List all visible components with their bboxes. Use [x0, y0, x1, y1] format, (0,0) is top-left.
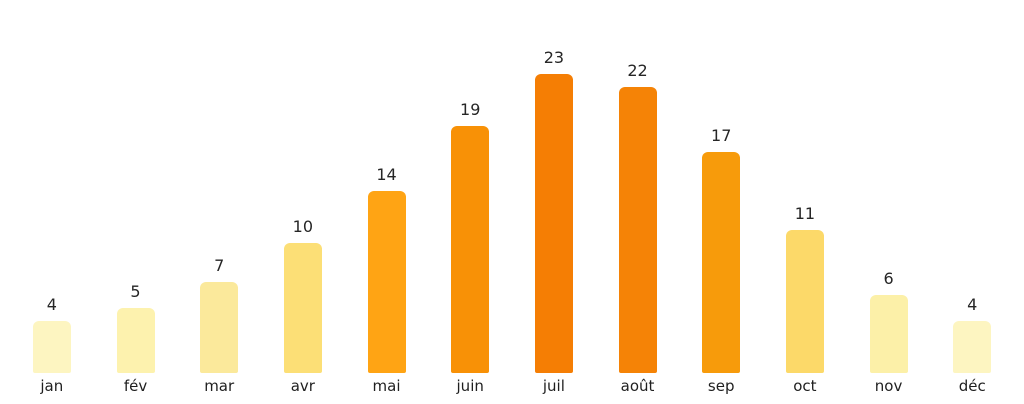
- value-label-nov: 6: [883, 269, 894, 288]
- column-mai: 14 mai: [345, 0, 429, 404]
- column-dec: 4 déc: [930, 0, 1014, 404]
- x-tick-label-fev: fév: [123, 376, 148, 395]
- bar-oct: [785, 230, 824, 373]
- x-tick-strip-mai: mai: [373, 373, 401, 404]
- x-tick-strip-avr: avr: [291, 373, 315, 404]
- column-sep: 17 sep: [679, 0, 763, 404]
- bar-juin: [451, 126, 490, 373]
- x-tick-strip-mar: mar: [204, 373, 234, 404]
- column-oct: 11 oct: [763, 0, 847, 404]
- x-tick-label-oct: oct: [793, 376, 817, 395]
- column-aout: 22 août: [596, 0, 680, 404]
- x-tick-label-avr: avr: [290, 376, 315, 395]
- column-mar: 7 mar: [177, 0, 261, 404]
- column-fev: 5 fév: [94, 0, 178, 404]
- bar-aout: [618, 87, 657, 373]
- x-tick-strip-sep: sep: [708, 373, 735, 404]
- x-tick-strip-aout: août: [621, 373, 655, 404]
- column-avr: 10 avr: [261, 0, 345, 404]
- value-label-oct: 11: [794, 204, 816, 223]
- value-label-juil: 23: [543, 48, 565, 67]
- bar-juil: [534, 74, 573, 373]
- x-tick-strip-dec: déc: [959, 373, 986, 404]
- bar-fev: [116, 308, 155, 373]
- x-tick-strip-jan: jan: [40, 373, 63, 404]
- value-label-avr: 10: [292, 217, 314, 236]
- bar-avr: [283, 243, 322, 373]
- x-tick-label-mai: mai: [372, 376, 401, 395]
- x-tick-label-sep: sep: [707, 376, 735, 395]
- column-juin: 19 juin: [428, 0, 512, 404]
- column-nov: 6 nov: [847, 0, 931, 404]
- bar-nov: [869, 295, 908, 373]
- x-tick-strip-juin: juin: [457, 373, 484, 404]
- x-tick-label-juin: juin: [456, 376, 484, 395]
- x-tick-label-juil: juil: [542, 376, 565, 395]
- column-jan: 4 jan: [10, 0, 94, 404]
- bar-mar: [200, 282, 239, 373]
- value-label-aout: 22: [627, 61, 648, 80]
- x-tick-label-mar: mar: [204, 376, 235, 395]
- bar-dec: [953, 321, 992, 373]
- bar-mai: [367, 191, 406, 373]
- x-tick-strip-juil: juil: [543, 373, 565, 404]
- value-label-jan: 4: [46, 295, 57, 314]
- bar-jan: [32, 321, 71, 373]
- value-label-mar: 7: [214, 256, 225, 275]
- plot-area: 4 jan 5 fév 7 mar 10 avr: [10, 0, 1014, 404]
- value-label-mai: 14: [376, 165, 397, 184]
- value-label-sep: 17: [711, 126, 732, 145]
- x-tick-strip-oct: oct: [793, 373, 816, 404]
- bar-sep: [702, 152, 741, 373]
- x-tick-strip-nov: nov: [875, 373, 903, 404]
- value-label-dec: 4: [967, 295, 978, 314]
- value-label-fev: 5: [130, 282, 141, 301]
- column-juil: 23 juil: [512, 0, 596, 404]
- x-tick-label-nov: nov: [874, 376, 903, 395]
- x-tick-strip-fev: fév: [124, 373, 147, 404]
- value-label-juin: 19: [460, 100, 481, 119]
- x-tick-label-dec: déc: [958, 376, 986, 395]
- x-tick-label-aout: août: [620, 376, 655, 395]
- x-tick-label-jan: jan: [40, 376, 64, 395]
